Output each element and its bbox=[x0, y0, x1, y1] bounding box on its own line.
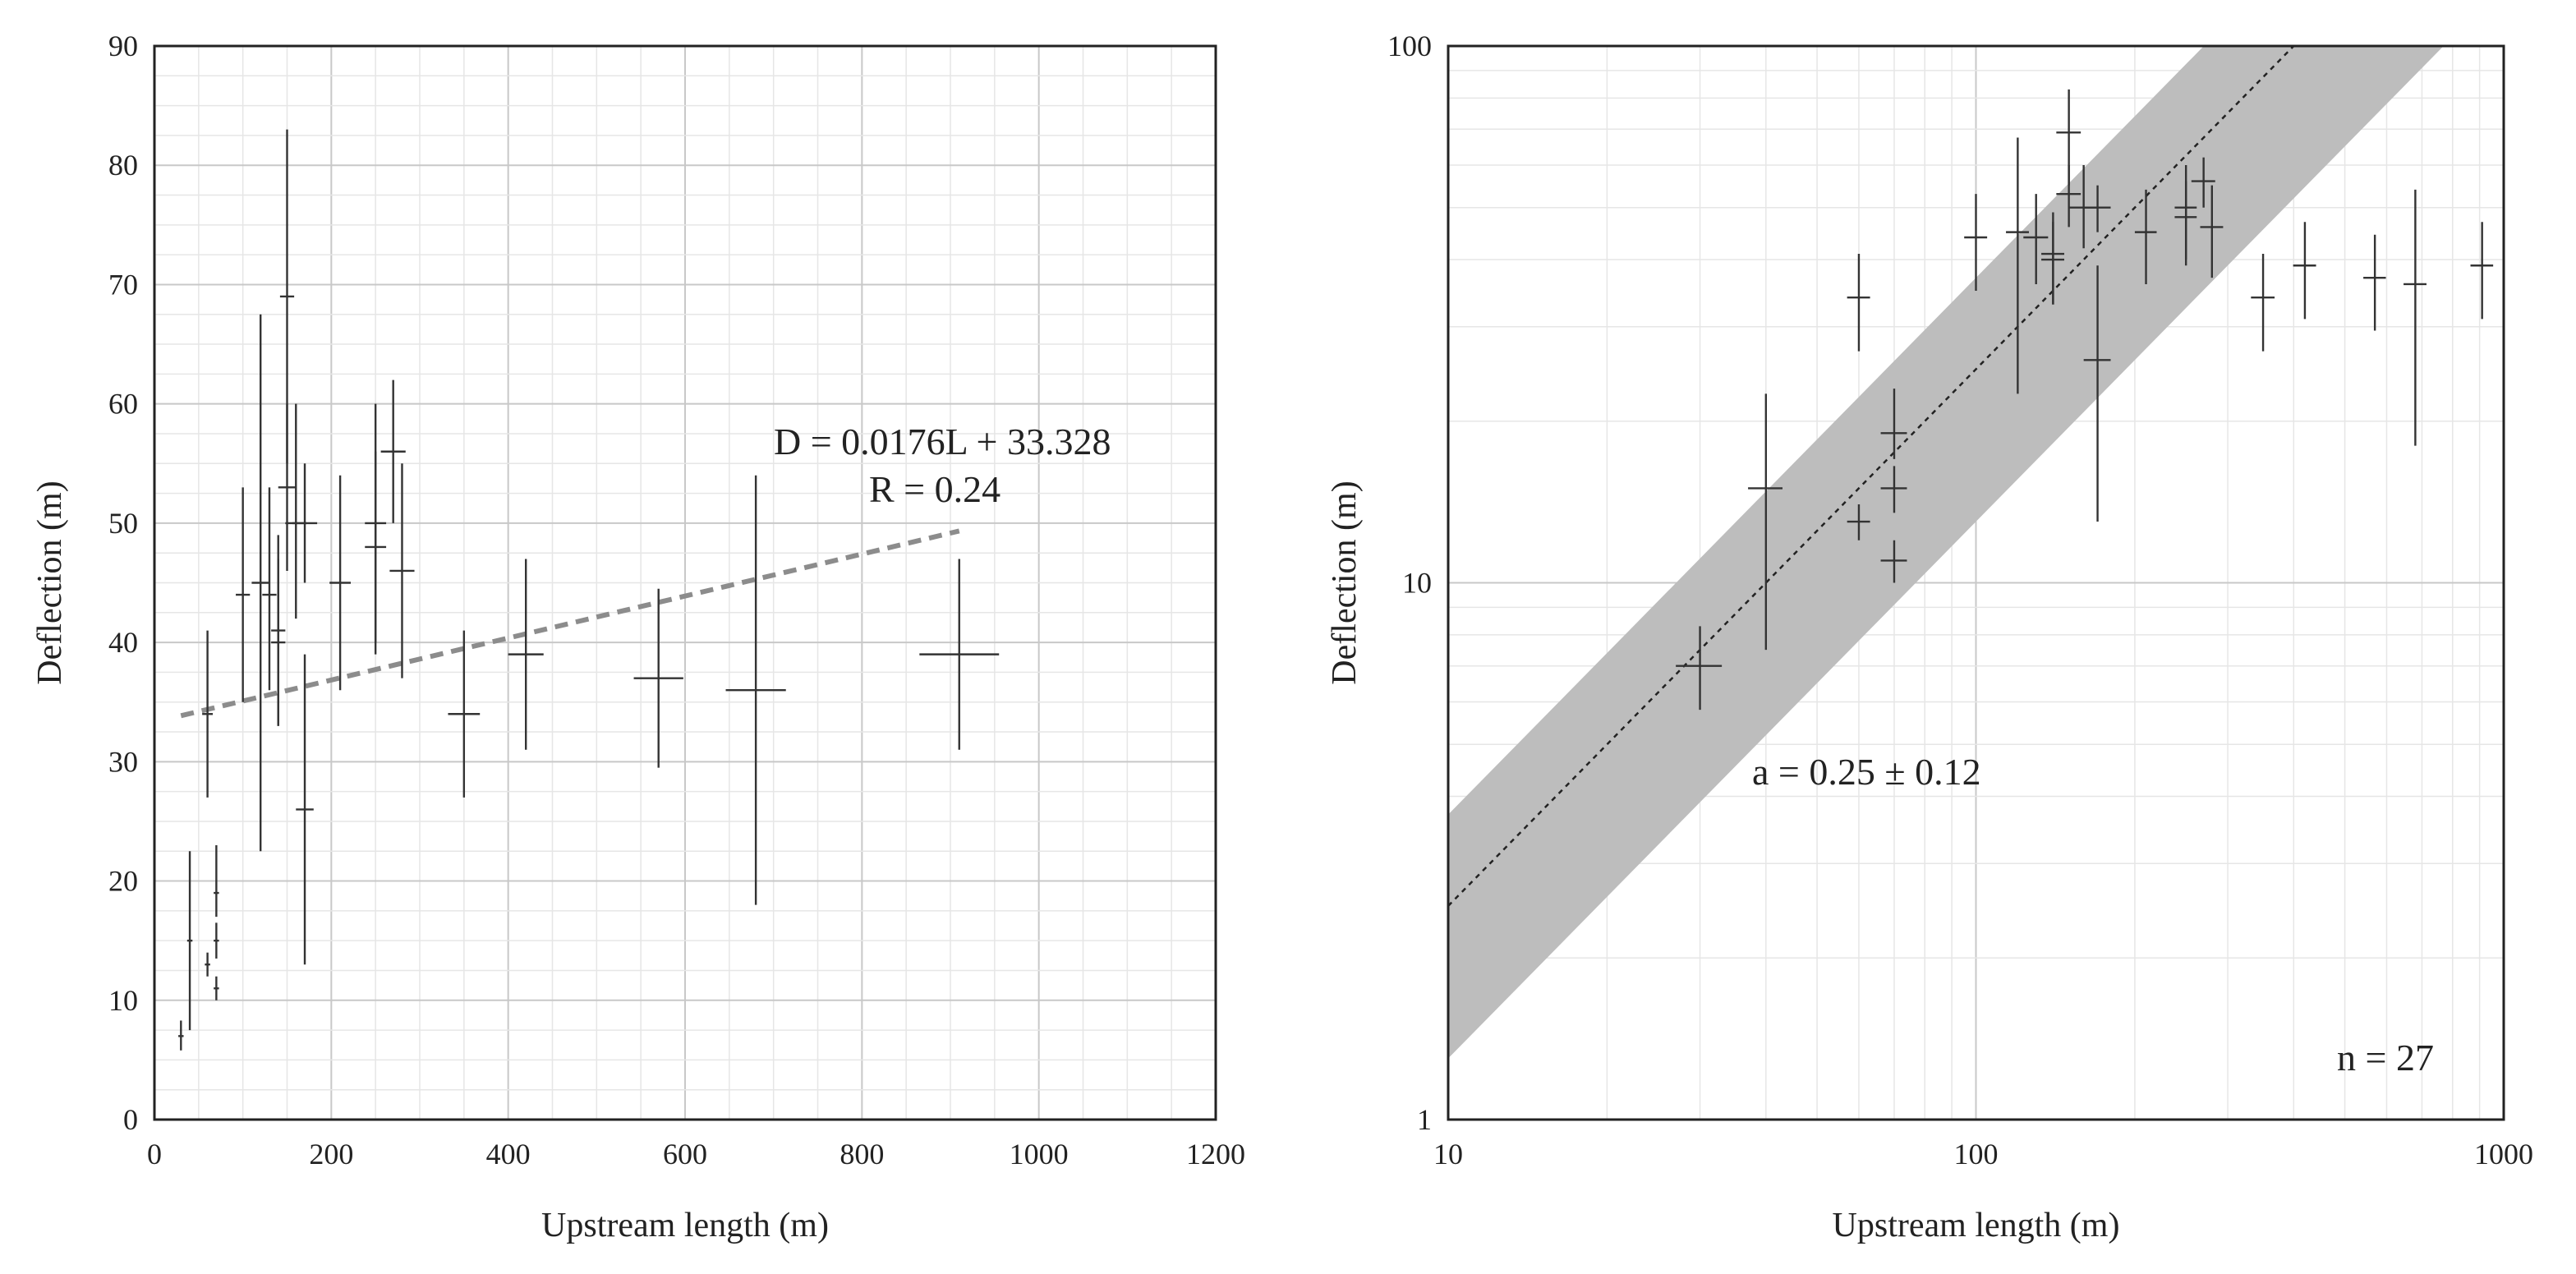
right-data-point bbox=[1676, 626, 1723, 711]
left-data-point bbox=[205, 952, 210, 977]
right-data-point bbox=[1880, 540, 1907, 583]
left-data-point bbox=[329, 475, 352, 691]
right-data-point bbox=[2056, 164, 2082, 228]
left-data-point bbox=[292, 463, 318, 583]
left-y-axis-title: Deflection (m) bbox=[31, 481, 69, 684]
left-data-point bbox=[214, 922, 219, 959]
left-data-point bbox=[389, 463, 415, 678]
right-data-point bbox=[2404, 189, 2427, 446]
left-data-point bbox=[278, 403, 297, 571]
left-data-point bbox=[296, 654, 314, 965]
left-x-axis-title: Upstream length (m) bbox=[541, 1207, 829, 1244]
left-data-point bbox=[448, 630, 481, 798]
right-data-point bbox=[1964, 194, 1988, 291]
left-data-point bbox=[271, 559, 286, 726]
left-data-point bbox=[202, 630, 214, 798]
right-data-point bbox=[1880, 466, 1907, 513]
left-x-tick-labels: 0 200 400 600 800 1000 1200 bbox=[147, 1138, 1245, 1171]
left-data-point bbox=[633, 588, 683, 768]
left-y-tick-label: 60 bbox=[108, 388, 138, 421]
right-x-tick-labels: 10 100 1000 bbox=[1433, 1138, 2533, 1171]
left-regression-equation: D = 0.0176L + 33.328 bbox=[774, 421, 1111, 462]
left-data-point bbox=[186, 851, 193, 1031]
right-trendline bbox=[1448, 46, 2296, 907]
left-data-point bbox=[178, 1020, 184, 1051]
right-sample-count: n = 27 bbox=[2337, 1037, 2434, 1079]
right-y-tick-label: 10 bbox=[1402, 567, 1432, 600]
right-x-tick-label: 100 bbox=[1954, 1138, 1999, 1171]
left-y-tick-label: 30 bbox=[108, 745, 138, 778]
right-data-point bbox=[2191, 157, 2215, 208]
right-uncertainty-band bbox=[1448, 46, 2444, 1059]
right-data-point bbox=[2470, 222, 2494, 320]
left-data-point bbox=[285, 403, 307, 619]
left-y-tick-label: 50 bbox=[108, 507, 138, 540]
right-y-tick-labels: 1 10 100 bbox=[1387, 30, 1432, 1136]
right-data-point bbox=[2006, 137, 2029, 394]
left-trendline-group bbox=[180, 528, 960, 719]
right-plot-frame bbox=[1447, 44, 2505, 1121]
left-y-tick-labels: 0 10 20 30 40 50 60 70 80 90 bbox=[108, 30, 138, 1136]
right-data-point bbox=[1880, 389, 1907, 459]
right-y-axis-title: Deflection (m) bbox=[1326, 481, 1364, 684]
left-data-point bbox=[380, 379, 406, 523]
right-band-clip bbox=[1448, 46, 2444, 1059]
left-x-tick-label: 400 bbox=[486, 1138, 531, 1171]
right-data-point bbox=[1748, 393, 1783, 651]
left-y-tick-label: 10 bbox=[108, 984, 138, 1017]
right-data-point bbox=[1847, 254, 1870, 352]
left-data-points bbox=[178, 129, 1000, 1051]
linear-scatter-chart: 0 10 20 30 40 50 60 70 80 90 0 200 400 600 800 1000 120… bbox=[31, 30, 1245, 1244]
right-data-points bbox=[1676, 89, 2494, 711]
right-data-point bbox=[2134, 189, 2157, 284]
left-plot-frame bbox=[153, 44, 1217, 1121]
right-data-point bbox=[2083, 185, 2111, 232]
left-data-point bbox=[251, 314, 269, 852]
right-uncertainty-band-group bbox=[1448, 46, 2444, 1059]
right-y-tick-label: 1 bbox=[1417, 1103, 1432, 1136]
left-x-tick-label: 1000 bbox=[1010, 1138, 1069, 1171]
right-x-tick-label: 1000 bbox=[2474, 1138, 2533, 1171]
right-x-tick-label: 10 bbox=[1433, 1138, 1463, 1171]
left-data-point bbox=[919, 559, 1000, 750]
left-x-tick-label: 200 bbox=[309, 1138, 353, 1171]
left-x-tick-label: 1200 bbox=[1186, 1138, 1245, 1171]
right-data-point bbox=[2251, 254, 2275, 352]
right-data-point bbox=[2174, 181, 2197, 260]
right-data-point bbox=[2363, 234, 2386, 331]
right-y-tick-label: 100 bbox=[1387, 30, 1432, 62]
left-y-tick-label: 90 bbox=[108, 30, 138, 62]
left-data-point bbox=[725, 475, 786, 905]
left-data-point bbox=[236, 487, 251, 702]
left-data-point bbox=[508, 559, 544, 750]
right-data-point bbox=[1847, 504, 1870, 540]
left-data-point bbox=[214, 844, 219, 918]
right-x-axis-title: Upstream length (m) bbox=[1833, 1207, 2120, 1244]
right-data-point bbox=[2083, 265, 2111, 522]
left-y-tick-label: 0 bbox=[123, 1103, 138, 1136]
right-exponent-annotation: a = 0.25 ± 0.12 bbox=[1752, 751, 1981, 793]
left-data-point bbox=[214, 976, 219, 1000]
left-trendline bbox=[180, 528, 960, 719]
left-x-tick-label: 600 bbox=[663, 1138, 707, 1171]
left-y-tick-label: 80 bbox=[108, 149, 138, 182]
right-data-point bbox=[2200, 185, 2224, 278]
right-data-point bbox=[2023, 194, 2049, 284]
left-x-tick-label: 0 bbox=[147, 1138, 162, 1171]
right-data-point bbox=[2041, 222, 2065, 305]
left-grid bbox=[154, 45, 1217, 1120]
left-y-tick-label: 70 bbox=[108, 268, 138, 301]
left-data-point bbox=[365, 451, 387, 643]
left-y-tick-label: 20 bbox=[108, 865, 138, 898]
left-x-tick-label: 800 bbox=[840, 1138, 884, 1171]
left-y-tick-label: 40 bbox=[108, 626, 138, 659]
left-correlation-label: R = 0.24 bbox=[869, 468, 1000, 510]
right-data-point bbox=[2293, 222, 2316, 320]
left-data-point bbox=[262, 487, 277, 691]
